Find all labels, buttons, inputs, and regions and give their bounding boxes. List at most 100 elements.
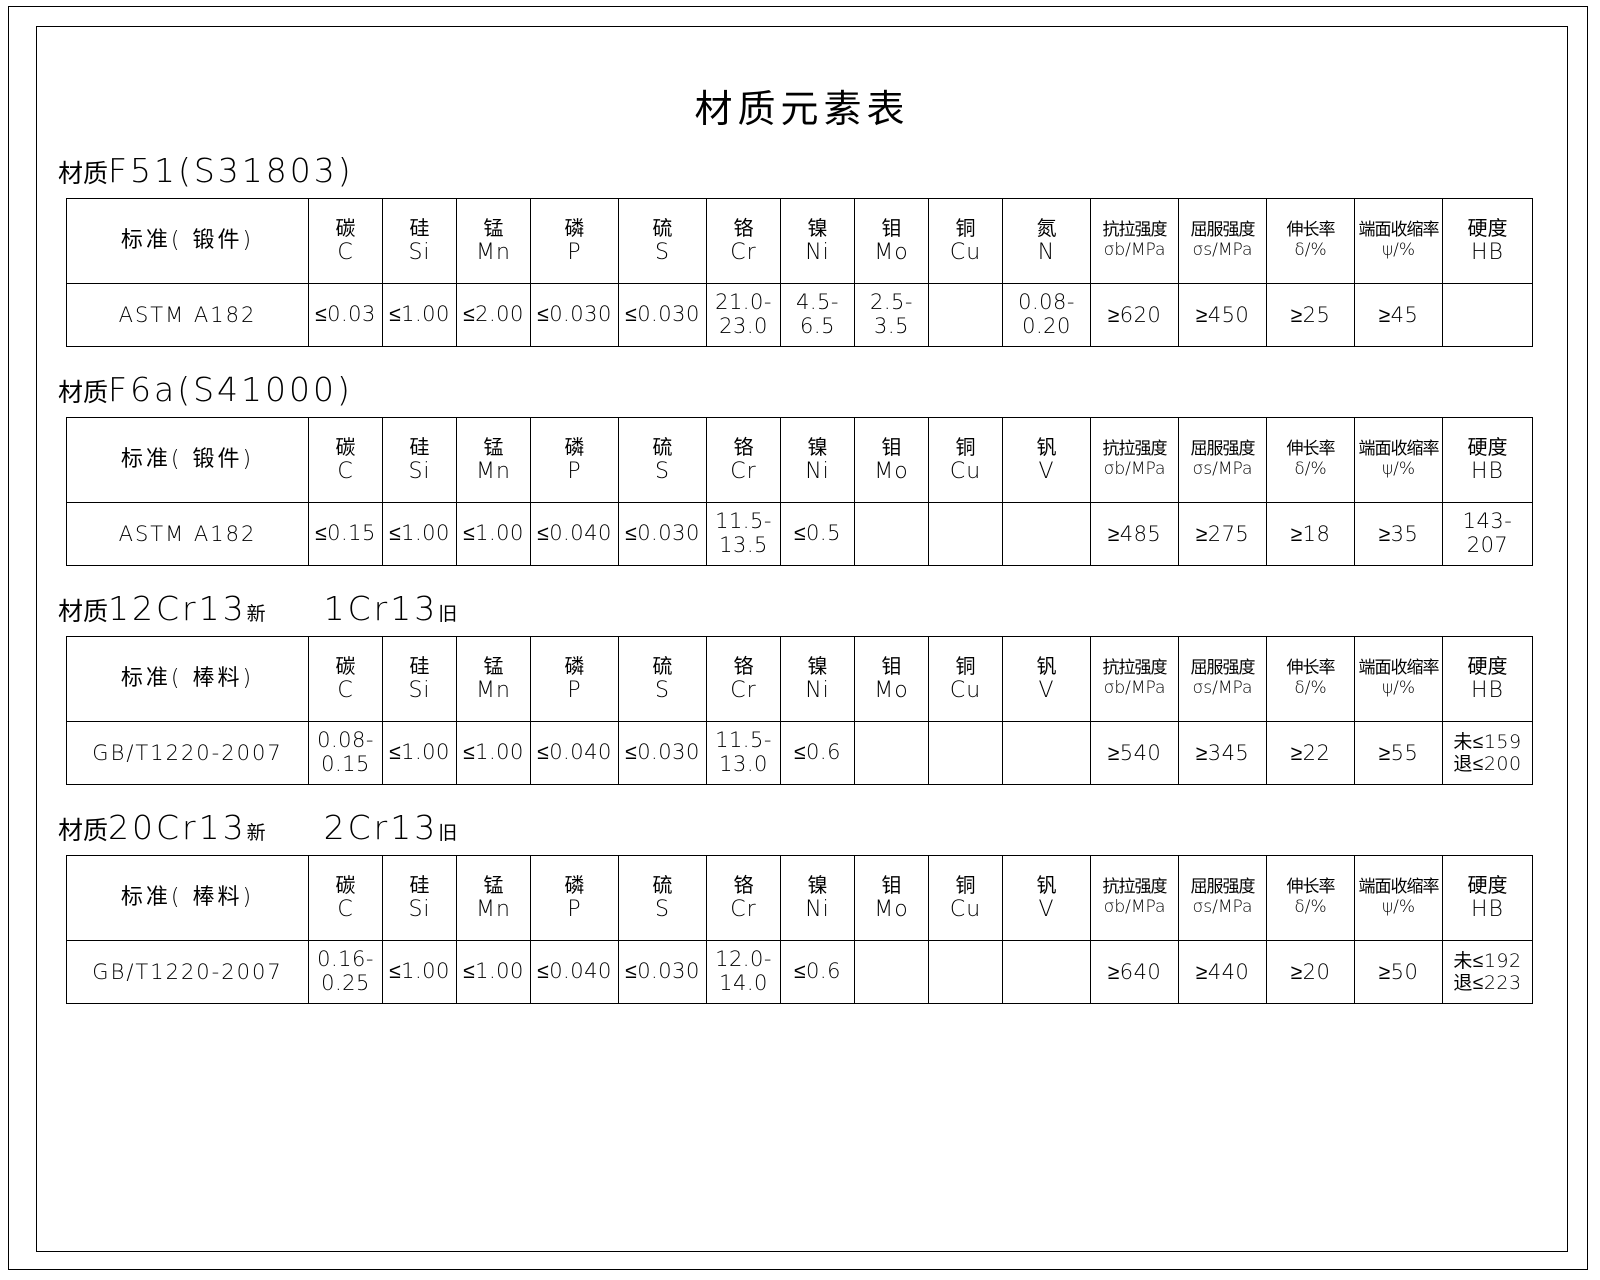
header-standard: 标准( 锻件): [66, 198, 309, 284]
cell-elongation: ≥25: [1266, 283, 1355, 347]
cell-cu: [928, 283, 1003, 347]
cell-standard: ASTM A182: [66, 502, 309, 566]
section-tag-old: 旧: [438, 822, 458, 844]
cell-standard: ASTM A182: [66, 283, 309, 347]
cell-cr: 11.5- 13.0: [706, 721, 781, 785]
page-title: 材质元素表: [694, 87, 910, 131]
header-element-cr: 铬 Cr: [706, 198, 781, 284]
table-row: ASTM A182 ≤0.15 ≤1.00 ≤1.00 ≤0.040 ≤0.03…: [66, 502, 1533, 566]
header-tensile: 抗拉强度 σb/MPa: [1090, 855, 1179, 941]
header-element-ni: 镍 Ni: [780, 636, 855, 722]
header-reduction: 端面收缩率 ψ/%: [1354, 198, 1443, 284]
section-tag-old: 旧: [438, 603, 458, 625]
cell-mn: ≤1.00: [456, 721, 531, 785]
section-prefix: 材质: [58, 159, 109, 188]
header-standard: 标准( 棒料): [66, 636, 309, 722]
section-code: F6a(S41000): [108, 370, 353, 409]
cell-yield: ≥275: [1178, 502, 1267, 566]
cell-reduction: ≥50: [1354, 940, 1443, 1004]
header-element-cu: 铜 Cu: [928, 636, 1003, 722]
cell-hardness: [1442, 283, 1533, 347]
header-yield: 屈服强度 σs/MPa: [1178, 855, 1267, 941]
cell-cu: [928, 940, 1003, 1004]
cell-si: ≤1.00: [382, 283, 457, 347]
cell-yield: ≥450: [1178, 283, 1267, 347]
cell-hardness: 未≤192 退≤223: [1442, 940, 1533, 1004]
header-yield: 屈服强度 σs/MPa: [1178, 636, 1267, 722]
section-heading: 材质F51(S31803): [58, 154, 1566, 188]
drawing-frame-inner: [36, 26, 1568, 1252]
cell-last-element: [1002, 721, 1091, 785]
cell-standard: GB/T1220-2007: [66, 721, 309, 785]
section-heading: 材质20Cr13新 2Cr13旧: [58, 811, 1566, 845]
header-standard: 标准( 棒料): [66, 855, 309, 941]
cell-p: ≤0.040: [530, 721, 619, 785]
section-code-old: 2Cr13: [323, 808, 439, 847]
cell-s: ≤0.030: [618, 283, 707, 347]
cell-reduction: ≥55: [1354, 721, 1443, 785]
cell-elongation: ≥18: [1266, 502, 1355, 566]
cell-tensile: ≥620: [1090, 283, 1179, 347]
table-row: GB/T1220-2007 0.08- 0.15 ≤1.00 ≤1.00 ≤0.…: [66, 721, 1533, 785]
header-element-cr: 铬 Cr: [706, 636, 781, 722]
cell-yield: ≥345: [1178, 721, 1267, 785]
section-prefix: 材质: [58, 378, 109, 407]
cell-mo: 2.5- 3.5: [854, 283, 929, 347]
cell-reduction: ≥45: [1354, 283, 1443, 347]
header-element-cr: 铬 Cr: [706, 855, 781, 941]
cell-cr: 12.0- 14.0: [706, 940, 781, 1004]
cell-si: ≤1.00: [382, 940, 457, 1004]
cell-mo: [854, 940, 929, 1004]
cell-s: ≤0.030: [618, 502, 707, 566]
header-element-mo: 钼 Mo: [854, 855, 929, 941]
section-heading: 材质F6a(S41000): [58, 373, 1566, 407]
cell-last-element: [1002, 940, 1091, 1004]
section-code-old: 1Cr13: [323, 589, 439, 628]
cell-s: ≤0.030: [618, 721, 707, 785]
cell-tensile: ≥485: [1090, 502, 1179, 566]
header-element-ni: 镍 Ni: [780, 198, 855, 284]
cell-p: ≤0.040: [530, 502, 619, 566]
cell-si: ≤1.00: [382, 502, 457, 566]
cell-s: ≤0.030: [618, 940, 707, 1004]
header-element-si: 硅 Si: [382, 636, 457, 722]
header-hardness: 硬度 HB: [1442, 198, 1533, 284]
table-row: GB/T1220-2007 0.16- 0.25 ≤1.00 ≤1.00 ≤0.…: [66, 940, 1533, 1004]
cell-cr: 11.5- 13.5: [706, 502, 781, 566]
header-element-ni: 镍 Ni: [780, 855, 855, 941]
cell-c: 0.08- 0.15: [308, 721, 383, 785]
cell-elongation: ≥22: [1266, 721, 1355, 785]
header-hardness: 硬度 HB: [1442, 855, 1533, 941]
cell-mo: [854, 721, 929, 785]
header-element-mn: 锰 Mn: [456, 417, 531, 503]
section-prefix: 材质: [58, 597, 109, 626]
header-element-mn: 锰 Mn: [456, 636, 531, 722]
header-elongation: 伸长率 δ/%: [1266, 198, 1355, 284]
header-element-cu: 铜 Cu: [928, 198, 1003, 284]
cell-standard: GB/T1220-2007: [66, 940, 309, 1004]
cell-last-element: 0.08- 0.20: [1002, 283, 1091, 347]
header-element-mn: 锰 Mn: [456, 855, 531, 941]
cell-yield: ≥440: [1178, 940, 1267, 1004]
cell-hardness: 143- 207: [1442, 502, 1533, 566]
section-tag-new: 新: [246, 822, 266, 844]
section-prefix: 材质: [58, 816, 109, 845]
